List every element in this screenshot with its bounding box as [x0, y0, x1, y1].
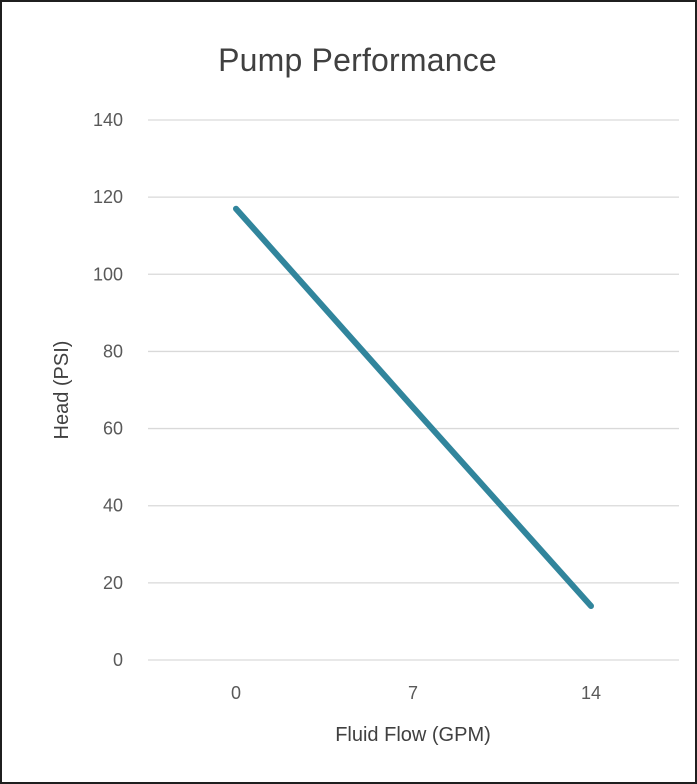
y-tick-label: 0: [113, 650, 123, 670]
x-tick-label: 7: [408, 683, 418, 703]
tick-labels: 0 20 40 60 80 100 120 140 0 7 14: [93, 110, 601, 703]
x-axis-title: Fluid Flow (GPM): [335, 724, 491, 746]
y-axis-title: Head (PSI): [51, 341, 73, 440]
y-tick-label: 80: [103, 341, 123, 361]
y-tick-label: 40: [103, 496, 123, 516]
gridlines: [148, 119, 679, 661]
series-line: [233, 205, 594, 609]
y-tick-label: 120: [93, 187, 123, 207]
x-tick-label: 14: [581, 683, 601, 703]
x-tick-label: 0: [231, 683, 241, 703]
y-tick-label: 20: [103, 573, 123, 593]
chart-title: Pump Performance: [218, 42, 497, 78]
series-lines: [233, 205, 594, 609]
y-tick-label: 100: [93, 264, 123, 284]
y-tick-label: 140: [93, 110, 123, 130]
y-tick-label: 60: [103, 419, 123, 439]
